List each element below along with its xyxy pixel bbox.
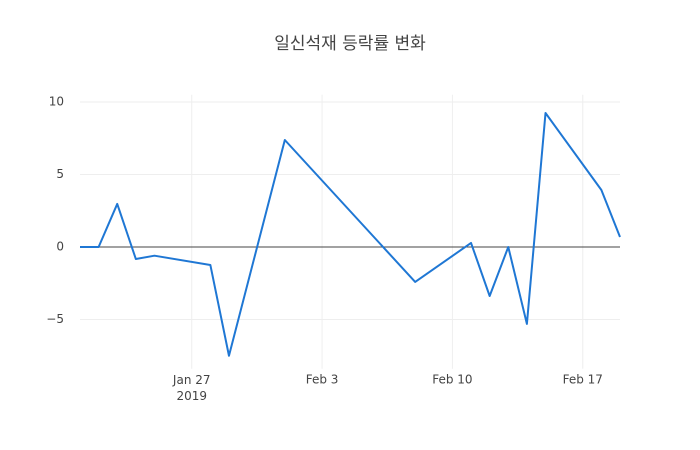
y-tick-label: 10 — [49, 95, 64, 109]
x-tick-label: Feb 17 — [563, 372, 603, 386]
x-tick-label: Feb 3 — [306, 372, 339, 386]
x-tick-label: Feb 10 — [432, 372, 472, 386]
y-tick-label: −5 — [46, 312, 64, 326]
y-tick-label: 5 — [56, 167, 64, 181]
data-line — [80, 112, 621, 357]
x-tick-label: Jan 27 2019 — [172, 372, 211, 402]
y-tick-label: 0 — [56, 240, 64, 254]
chart-title: 일신석재 등락률 변화 — [274, 34, 426, 54]
